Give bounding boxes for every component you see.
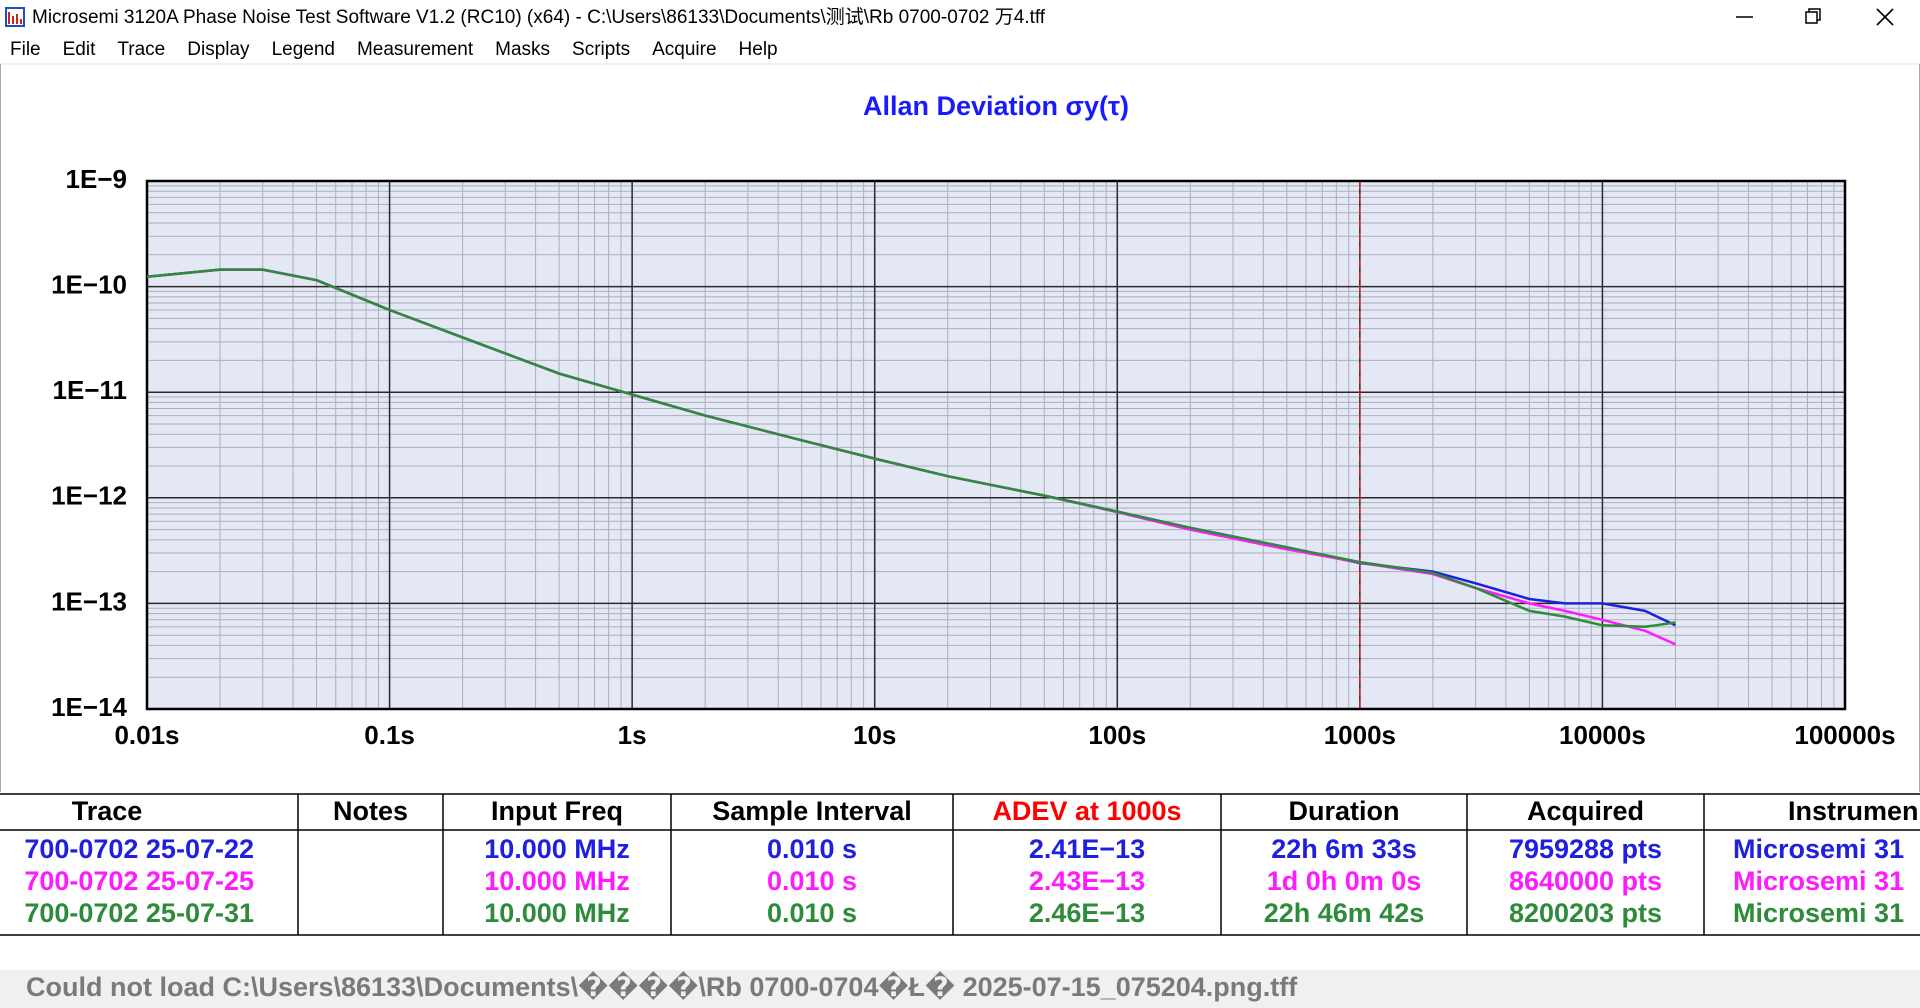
y-tick-label: 1E−12 (51, 481, 127, 511)
table-cell: 8640000 pts (1509, 866, 1662, 896)
table-cell: 10.000 MHz (484, 898, 630, 928)
restore-button[interactable] (1805, 8, 1821, 24)
column-header: Duration (1289, 796, 1400, 826)
column-header: ADEV at 1000s (992, 796, 1181, 826)
results-table: Trace Notes Input Freq Sample Interval ADEV … (0, 793, 1920, 936)
menu-item[interactable]: Help (739, 39, 778, 60)
plot-border (145, 179, 1847, 711)
table-cell: Microsemi 31 (1733, 866, 1904, 896)
menu-item[interactable]: Acquire (652, 39, 716, 60)
status-text: Could not load C:\Users\86133\Documents\… (26, 970, 1298, 1002)
menu: File Edit Trace Display Legend Measurement Mas… (10, 39, 778, 60)
close-button[interactable] (1876, 8, 1894, 26)
table-cell: 2.43E−13 (1029, 866, 1145, 896)
table-cell: 7959288 pts (1509, 834, 1662, 864)
column-header: Input Freq (491, 796, 623, 826)
x-tick-label: 100s (1088, 720, 1146, 750)
menu-bar (0, 36, 1920, 64)
table-cell: Microsemi 31 (1733, 834, 1904, 864)
plot-area (147, 181, 1845, 709)
table-cell: 10.000 MHz (484, 834, 630, 864)
column-header: Sample Interval (712, 796, 912, 826)
menu-item[interactable]: Display (187, 39, 250, 60)
table-cell: Microsemi 31 (1733, 898, 1904, 928)
menu-item[interactable]: File (10, 39, 41, 60)
table-cell: 0.010 s (767, 866, 857, 896)
x-tick-label: 1s (618, 720, 647, 750)
y-tick-label: 1E−10 (51, 269, 127, 299)
x-tick-label: 1000s (1324, 720, 1396, 750)
title-icon (5, 7, 25, 27)
menu-item[interactable]: Scripts (572, 39, 630, 60)
x-tick-label: 10000s (1559, 720, 1646, 750)
chart-title: Allan Deviation σy(τ) (863, 91, 1129, 121)
column-header: Acquired (1527, 796, 1644, 826)
column-header: Notes (333, 796, 408, 826)
table-cell: 1d 0h 0m 0s (1267, 866, 1422, 896)
menu-item[interactable]: Legend (272, 39, 335, 60)
x-tick-label: 10s (853, 720, 896, 750)
x-tick-label: 100000s (1794, 720, 1895, 750)
table-cell: 10.000 MHz (484, 866, 630, 896)
table-cell: 2.46E−13 (1029, 898, 1145, 928)
column-header: Instrumen (1788, 796, 1919, 826)
table-cell: 0.010 s (767, 834, 857, 864)
table-cell: 22h 6m 33s (1271, 834, 1417, 864)
menu-item[interactable]: Measurement (357, 39, 474, 60)
table-cell: 2.41E−13 (1029, 834, 1145, 864)
table-cell: 22h 46m 42s (1264, 898, 1425, 928)
chart: Allan Deviation σy(τ) 0.01s 0.1s 1s 10s 100s… (51, 91, 1896, 750)
status-bar (0, 970, 1920, 1008)
table-cell: 700-0702 25-07-22 (24, 834, 254, 864)
y-tick-label: 1E−14 (51, 692, 127, 722)
menu-item[interactable]: Masks (495, 39, 550, 60)
table-cell: 700-0702 25-07-25 (24, 866, 254, 896)
table-cell: 700-0702 25-07-31 (24, 898, 254, 928)
table-cell: 8200203 pts (1509, 898, 1662, 928)
x-tick-label: 0.1s (364, 720, 415, 750)
y-tick-label: 1E−13 (51, 586, 127, 616)
y-tick-label: 1E−9 (66, 164, 127, 194)
y-tick-label: 1E−11 (53, 375, 127, 405)
window-title: Microsemi 3120A Phase Noise Test Softwar… (32, 6, 1046, 28)
menu-item[interactable]: Trace (117, 39, 165, 60)
table-bg (0, 794, 1920, 936)
x-tick-label: 0.01s (114, 720, 179, 750)
trace-line (146, 268, 1676, 629)
column-header: Trace (72, 796, 143, 826)
table-cell: 0.010 s (767, 898, 857, 928)
menu-item[interactable]: Edit (63, 39, 96, 60)
